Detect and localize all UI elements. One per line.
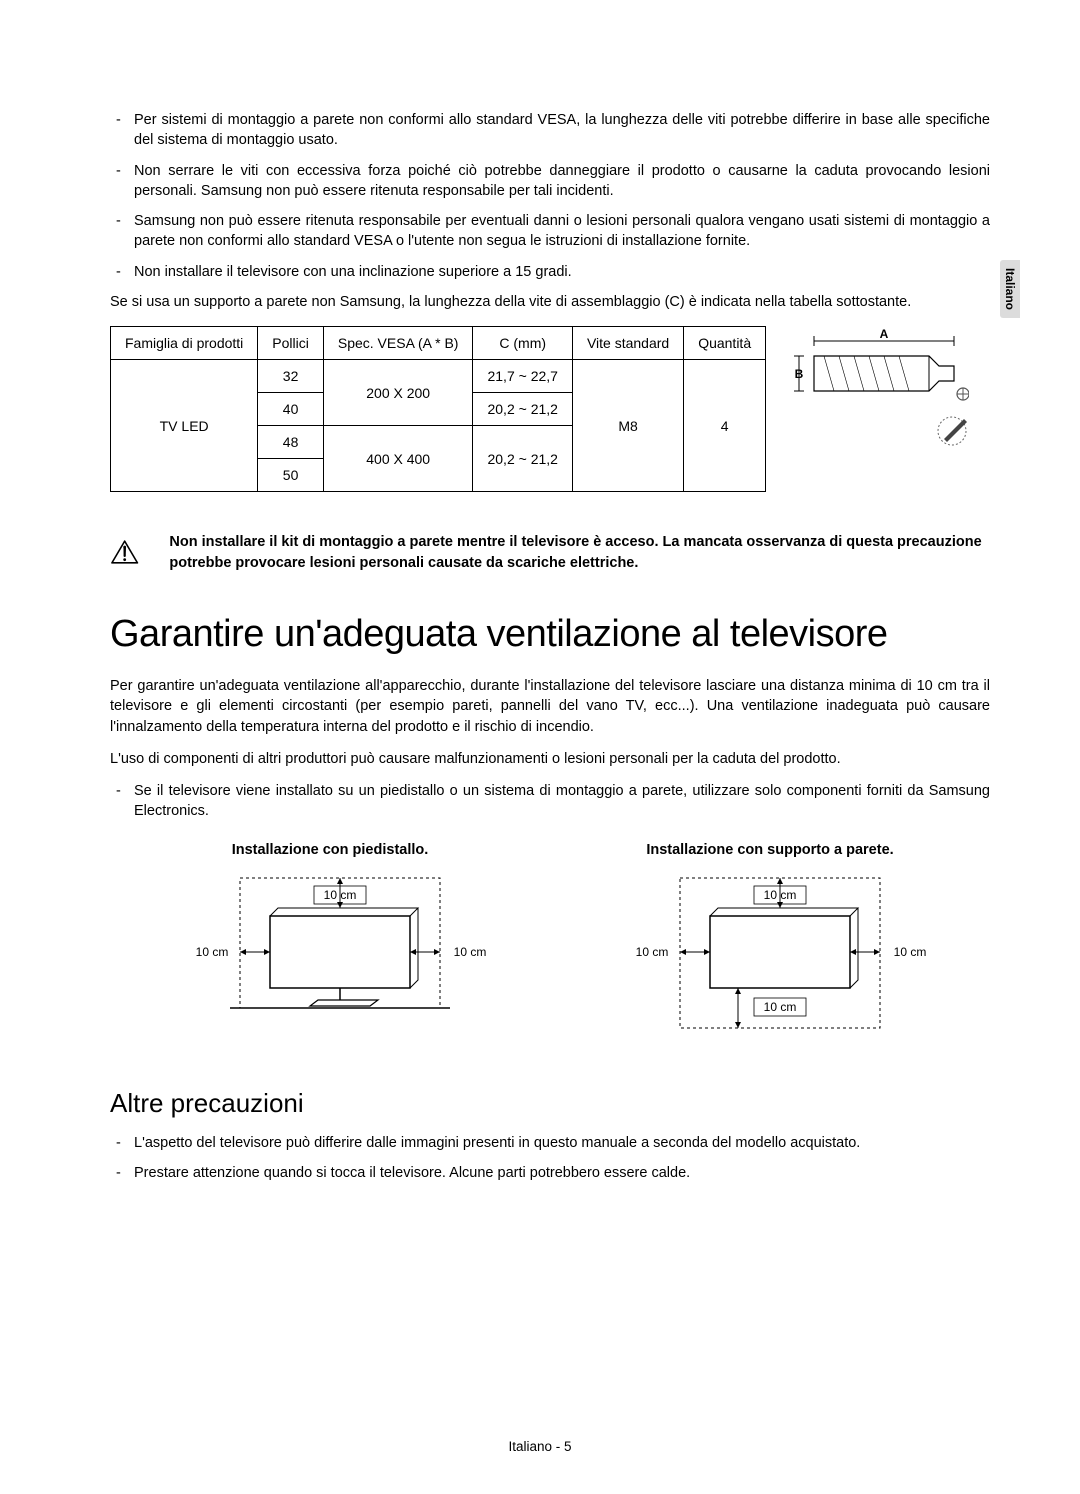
table-cell: 200 X 200 <box>323 360 473 426</box>
table-cell: 20,2 ~ 21,2 <box>473 426 572 492</box>
section-title-ventilation: Garantire un'adeguata ventilazione al te… <box>110 613 990 656</box>
table-header: Famiglia di prodotti <box>111 327 258 360</box>
bullet-item: L'aspetto del televisore può differire d… <box>134 1133 990 1153</box>
screw-label-b: B <box>795 367 804 381</box>
svg-text:10 cm: 10 cm <box>894 945 927 959</box>
table-header: Pollici <box>258 327 324 360</box>
table-header: Vite standard <box>572 327 683 360</box>
table-cell: 40 <box>258 393 324 426</box>
table-cell: 32 <box>258 360 324 393</box>
table-cell: TV LED <box>111 360 258 492</box>
pedestal-figure: 10 cm 10 cm 10 cm <box>170 868 490 1018</box>
svg-text:10 cm: 10 cm <box>636 945 669 959</box>
svg-text:10 cm: 10 cm <box>454 945 487 959</box>
language-side-tab: Italiano <box>1000 260 1020 318</box>
bullet-item: Prestare attenzione quando si tocca il t… <box>134 1163 990 1183</box>
table-header: C (mm) <box>473 327 572 360</box>
table-cell: 48 <box>258 426 324 459</box>
table-header: Spec. VESA (A * B) <box>323 327 473 360</box>
top-bullet-list: Per sistemi di montaggio a parete non co… <box>110 110 990 282</box>
warning-icon <box>110 532 139 572</box>
screw-label-a: A <box>880 327 889 341</box>
table-cell: 21,7 ~ 22,7 <box>473 360 572 393</box>
table-cell: M8 <box>572 360 683 492</box>
vesa-spec-table: Famiglia di prodotti Pollici Spec. VESA … <box>110 326 766 492</box>
page-footer: Italiano - 5 <box>0 1439 1080 1454</box>
svg-text:10 cm: 10 cm <box>196 945 229 959</box>
table-cell: 20,2 ~ 21,2 <box>473 393 572 426</box>
table-intro-text: Se si usa un supporto a parete non Samsu… <box>110 292 990 312</box>
table-cell: 50 <box>258 459 324 492</box>
ventilation-para-2: L'uso di componenti di altri produttori … <box>110 749 990 769</box>
warning-text: Non installare il kit di montaggio a par… <box>169 532 990 573</box>
ventilation-para-1: Per garantire un'adeguata ventilazione a… <box>110 676 990 737</box>
bullet-item: Samsung non può essere ritenuta responsa… <box>134 211 990 252</box>
pedestal-fig-title: Installazione con piedistallo. <box>128 842 533 858</box>
bullet-item: Per sistemi di montaggio a parete non co… <box>134 110 990 151</box>
bullet-item: Non installare il televisore con una inc… <box>134 262 990 282</box>
table-cell: 4 <box>684 360 766 492</box>
wall-fig-title: Installazione con supporto a parete. <box>568 842 973 858</box>
table-header: Quantità <box>684 327 766 360</box>
table-cell: 400 X 400 <box>323 426 473 492</box>
bullet-item: Se il televisore viene installato su un … <box>134 781 990 822</box>
section-title-precautions: Altre precauzioni <box>110 1088 990 1119</box>
svg-text:10 cm: 10 cm <box>764 1000 797 1014</box>
screw-diagram: A B <box>784 326 969 456</box>
wall-mount-figure: 10 cm 10 cm 10 cm 10 cm <box>610 868 930 1038</box>
bullet-item: Non serrare le viti con eccessiva forza … <box>134 161 990 202</box>
